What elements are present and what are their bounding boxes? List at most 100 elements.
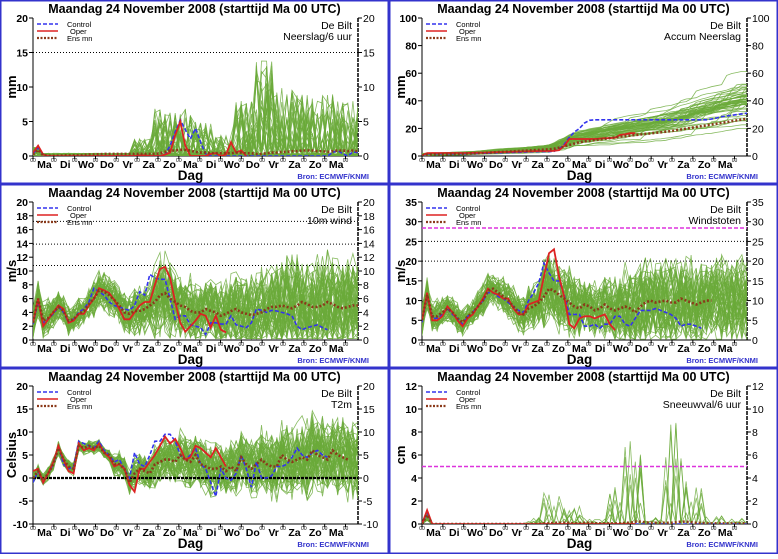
- ensemble-member-line: [33, 289, 358, 340]
- y-tick-label-left: 18: [16, 211, 28, 223]
- chart-title: Maandag 24 November 2008 (starttijd Ma 0…: [48, 370, 340, 384]
- x-tick-marker: 00: [482, 158, 488, 164]
- x-tick-label: Vr: [657, 159, 668, 171]
- variable-label: 10m wind: [307, 215, 352, 227]
- x-tick-label: Zo: [309, 527, 322, 539]
- y-tick-label-right: 18: [363, 211, 375, 223]
- x-tick-label: Vr: [268, 527, 279, 539]
- legend-label: Control: [67, 388, 92, 397]
- ensemble-member-line: [422, 457, 747, 524]
- ensemble-member-line: [33, 417, 358, 484]
- x-tick-label: Vr: [512, 159, 523, 171]
- x-tick-label: Di: [60, 343, 71, 355]
- y-tick-label-left: 0: [411, 519, 417, 531]
- source-credit: Bron: ECMWF/KNMI: [297, 540, 369, 549]
- x-tick-label: Zo: [698, 159, 711, 171]
- y-tick-label-left: 10: [16, 427, 28, 439]
- y-tick-label-right: 0: [752, 151, 758, 163]
- x-tick-marker: 00: [343, 342, 349, 348]
- x-tick-marker: 00: [218, 342, 224, 348]
- x-tick-marker: 00: [523, 158, 529, 164]
- x-tick-marker: 00: [461, 342, 467, 348]
- chart-title: Maandag 24 November 2008 (starttijd Ma 0…: [48, 186, 340, 200]
- y-tick-label-right: 0: [752, 519, 758, 531]
- x-tick-marker: 00: [690, 342, 696, 348]
- series-line-oper: [33, 118, 247, 156]
- y-axis-label: cm: [393, 446, 408, 465]
- x-tick-label: Wo: [467, 527, 483, 539]
- y-tick-label-left: 15: [405, 276, 417, 288]
- chart-title: Maandag 24 November 2008 (starttijd Ma 0…: [437, 2, 729, 16]
- x-tick-marker: 00: [239, 158, 245, 164]
- series-line-control: [33, 273, 328, 337]
- x-tick-marker: 00: [114, 158, 120, 164]
- legend-label: Oper: [459, 211, 476, 220]
- ensemble-member-line: [422, 503, 747, 524]
- x-tick-label: Ma: [572, 159, 587, 171]
- x-tick-label: Za: [531, 527, 543, 539]
- ensemble-member-line: [33, 249, 358, 331]
- y-tick-label-right: 80: [752, 41, 764, 53]
- x-tick-marker: 00: [711, 342, 717, 348]
- x-tick-label: Wo: [224, 159, 240, 171]
- x-tick-label: Vr: [512, 343, 523, 355]
- x-tick-label: Di: [206, 159, 217, 171]
- x-tick-marker: 00: [440, 526, 446, 532]
- y-tick-label-left: 16: [16, 225, 28, 237]
- x-tick-marker: 00: [176, 158, 182, 164]
- x-tick-label: Za: [677, 343, 689, 355]
- x-tick-marker: 00: [732, 342, 738, 348]
- x-tick-label: Vr: [123, 159, 134, 171]
- ensemble-member-line: [33, 442, 358, 503]
- x-tick-marker: 00: [239, 342, 245, 348]
- y-tick-label-left: 5: [411, 315, 417, 327]
- y-tick-label-right: 6: [752, 450, 758, 462]
- y-tick-label-left: 10: [16, 82, 28, 94]
- x-tick-label: Ma: [329, 159, 344, 171]
- y-tick-label-right: 10: [752, 296, 764, 308]
- x-axis-label: Dag: [567, 536, 593, 551]
- legend-label: Control: [456, 388, 481, 397]
- y-tick-label-left: 0: [22, 151, 28, 163]
- y-tick-label-right: 0: [363, 335, 369, 347]
- x-tick-marker: 00: [301, 342, 307, 348]
- legend-label: Oper: [459, 27, 476, 36]
- x-tick-label: Do: [635, 527, 649, 539]
- ensemble-member-line: [33, 423, 358, 491]
- x-tick-label: Wo: [78, 527, 94, 539]
- y-axis-label: mm: [4, 75, 19, 98]
- x-tick-label: Vr: [123, 343, 134, 355]
- x-tick-marker: 00: [648, 342, 654, 348]
- plot-area: [422, 227, 747, 340]
- x-tick-label: Di: [595, 159, 606, 171]
- x-tick-marker: 00: [711, 526, 717, 532]
- x-tick-marker: 00: [669, 526, 675, 532]
- y-tick-label-left: 6: [411, 450, 417, 462]
- x-tick-marker: 00: [544, 526, 550, 532]
- y-tick-label-left: 20: [405, 123, 417, 135]
- x-tick-label: Vr: [123, 527, 134, 539]
- y-tick-label-right: 15: [752, 276, 764, 288]
- x-tick-marker: 00: [482, 526, 488, 532]
- source-credit: Bron: ECMWF/KNMI: [297, 172, 369, 181]
- x-tick-label: Zo: [163, 343, 176, 355]
- x-tick-label: Ma: [718, 527, 733, 539]
- y-tick-label-left: 0: [22, 473, 28, 485]
- x-tick-marker: 00: [322, 158, 328, 164]
- y-tick-label-left: 12: [405, 381, 417, 393]
- x-tick-marker: 00: [732, 526, 738, 532]
- ensemble-member-line: [422, 258, 747, 330]
- x-tick-label: Wo: [224, 343, 240, 355]
- x-tick-marker: 00: [134, 158, 140, 164]
- y-tick-label-left: 8: [22, 280, 28, 292]
- legend-label: Oper: [70, 211, 87, 220]
- series-line-oper: [422, 132, 636, 156]
- station-label: De Bilt: [710, 204, 741, 216]
- x-tick-label: Za: [142, 343, 154, 355]
- x-tick-marker: 00: [607, 342, 613, 348]
- x-tick-marker: 00: [544, 158, 550, 164]
- legend-label: Control: [456, 20, 481, 29]
- y-axis-label: Celsius: [4, 432, 19, 478]
